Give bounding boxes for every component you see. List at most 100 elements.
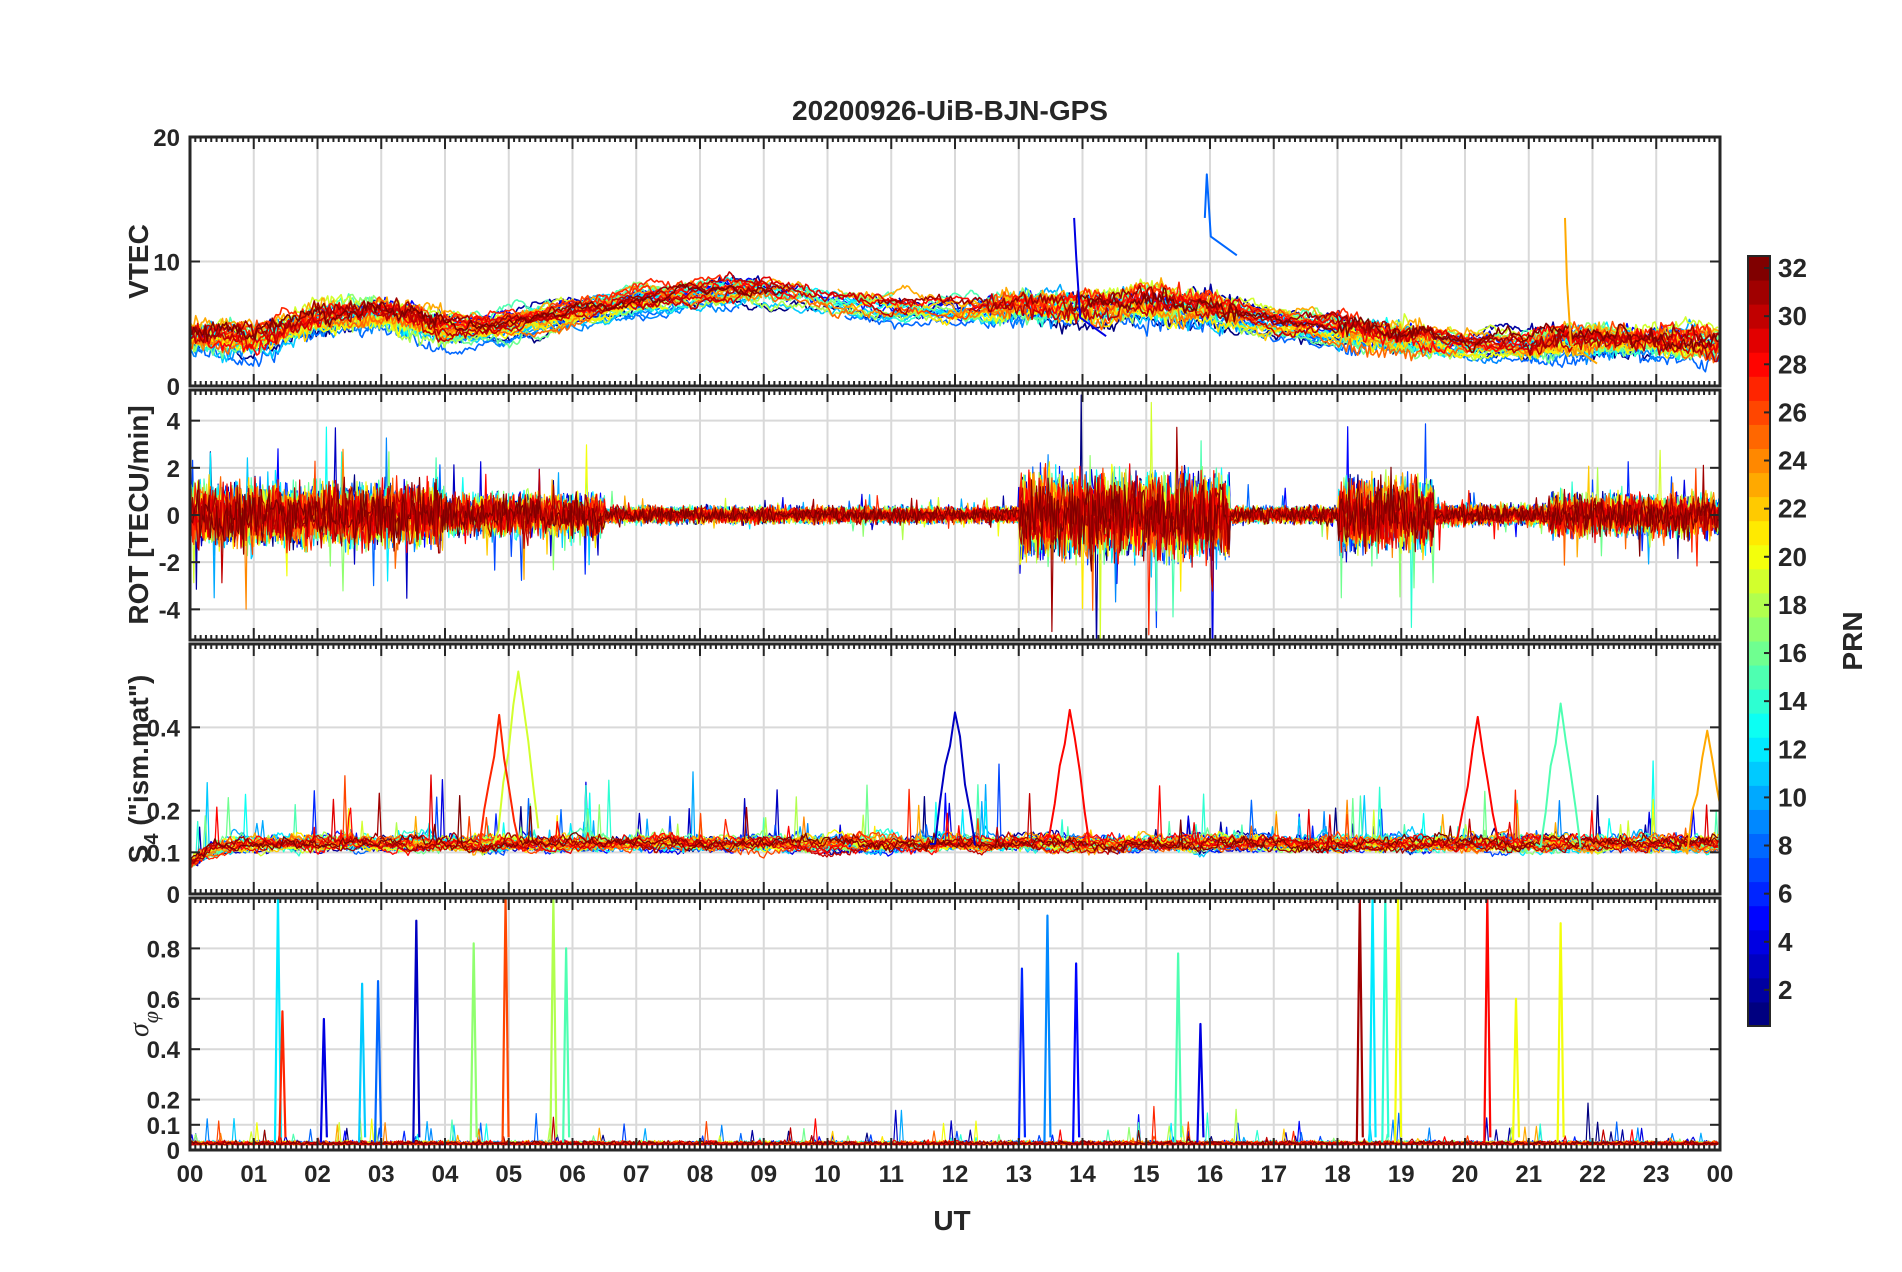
- y-tick-label: 0.4: [147, 715, 181, 742]
- colorbar-swatch-5: [1748, 905, 1770, 931]
- vtec-event-trace: [1203, 173, 1238, 257]
- colorbar-swatch-16: [1748, 641, 1770, 666]
- sigma-spike-prn-12: [1368, 898, 1377, 1143]
- panel-vtec: 0 10 20 VTEC: [123, 125, 1722, 401]
- colorbar-swatch-18: [1748, 592, 1770, 618]
- x-tick-label: 07: [623, 1161, 650, 1188]
- y-tick-label: 2: [167, 456, 180, 483]
- y-tick-label: 0.6: [147, 987, 180, 1014]
- colorbar-swatch-11: [1748, 761, 1770, 786]
- colorbar-swatch-28: [1748, 352, 1770, 377]
- colorbar-swatch-9: [1748, 809, 1770, 834]
- colorbar-swatch-20: [1748, 544, 1770, 570]
- colorbar-swatch-10: [1748, 785, 1770, 810]
- x-tick-label: 12: [942, 1161, 969, 1188]
- colorbar-swatch-15: [1748, 665, 1770, 690]
- colorbar-swatch-8: [1748, 833, 1770, 859]
- y-tick-label: 0.2: [147, 799, 180, 826]
- y-tick-label: 0: [167, 1138, 180, 1165]
- panel-s4: 00.10.20.4S4 ("ism.mat"): [123, 642, 1722, 909]
- x-tick-label: 05: [495, 1161, 522, 1188]
- vtec-event-trace: [1564, 217, 1598, 365]
- colorbar-swatch-26: [1748, 400, 1770, 425]
- colorbar-tick-label: 26: [1778, 397, 1807, 427]
- sigma-spike-prn-8: [373, 980, 383, 1143]
- x-tick-label: 14: [1069, 1161, 1096, 1188]
- colorbar-label: PRN: [1837, 611, 1868, 670]
- x-tick-label: 20: [1452, 1161, 1479, 1188]
- vtec-trace-prn-8: [190, 298, 740, 368]
- vtec-trace-prn-24: [381, 285, 763, 336]
- colorbar-swatch-24: [1748, 448, 1770, 474]
- y-tick-label: -2: [159, 550, 180, 577]
- x-tick-label: 13: [1005, 1161, 1032, 1188]
- s4-event-prn-19: [492, 670, 540, 845]
- colorbar-swatch-4: [1748, 929, 1770, 955]
- colorbar-tick-label: 32: [1778, 253, 1807, 283]
- chart-title: 20200926-UiB-BJN-GPS: [792, 95, 1108, 126]
- colorbar-swatch-21: [1748, 520, 1770, 546]
- y-tick-label: 0: [167, 374, 180, 401]
- x-tick-label: 09: [750, 1161, 777, 1188]
- colorbar-swatch-2: [1748, 977, 1770, 1003]
- x-tick-label: 23: [1643, 1161, 1670, 1188]
- sigma-spike-prn-20: [1511, 997, 1521, 1143]
- y-label-suffix: ("ism.mat"): [123, 675, 154, 834]
- vtec-trace-prn-31: [190, 281, 791, 344]
- x-axis-label: UT: [933, 1205, 970, 1236]
- colorbar-swatch-27: [1748, 376, 1770, 401]
- colorbar-tick-label: 18: [1778, 590, 1807, 620]
- sigma-spike-prn-11: [358, 982, 367, 1143]
- x-tick-label: 02: [304, 1161, 331, 1188]
- y-label-subscript: 4: [141, 833, 163, 845]
- y-tick-label: 0.1: [147, 1113, 180, 1140]
- colorbar-swatch-19: [1748, 568, 1770, 594]
- sigma-spike-prn-20: [1393, 898, 1403, 1143]
- vtec-event-trace: [1073, 217, 1107, 338]
- x-tick-label: 17: [1260, 1161, 1287, 1188]
- colorbar-swatch-3: [1748, 953, 1770, 979]
- vtec-trace-prn-30: [380, 283, 763, 339]
- colorbar-swatch-7: [1748, 857, 1770, 883]
- colorbar-swatch-13: [1748, 713, 1770, 738]
- x-tick-label: 21: [1515, 1161, 1542, 1188]
- y-tick-label: 0: [167, 882, 180, 909]
- panel-rot: -4 -2 0 2 4 ROT [TECU/min]: [123, 388, 1722, 642]
- sigma-spike-prn-31: [1355, 898, 1364, 1143]
- colorbar-swatch-22: [1748, 496, 1770, 522]
- sigma-spike-prn-6: [1017, 967, 1027, 1143]
- vtec-trace-prn-32: [1073, 287, 1719, 353]
- colorbar-swatch-17: [1748, 616, 1770, 642]
- y-tick-label: 0.4: [147, 1037, 181, 1064]
- sigma-spike-prn-5: [1072, 962, 1081, 1143]
- y-tick-label: 20: [153, 125, 180, 152]
- s4-event-prn-28: [1451, 715, 1499, 845]
- vtec-trace-prn-29: [190, 276, 916, 350]
- sigma-spike-prn-15: [1174, 952, 1183, 1143]
- colorbar-swatch-25: [1748, 424, 1770, 449]
- x-tick-label: 22: [1579, 1161, 1606, 1188]
- panel-sigma_phi: 00.10.2 0.4 0.6 0.8 σφ 00 01 02 03 04 05 06 07 08 09 10…: [124, 896, 1734, 1188]
- s4-trace-prn-30: [190, 793, 1719, 867]
- x-tick-label: 01: [240, 1161, 267, 1188]
- colorbar-swatch-12: [1748, 737, 1770, 762]
- x-tick-label: 00: [177, 1161, 204, 1188]
- x-tick-label: 15: [1133, 1161, 1160, 1188]
- sigma-spike-prn-4: [319, 1017, 328, 1143]
- sigma-spike-prn-3: [412, 919, 421, 1143]
- y-tick-label: 0.8: [147, 936, 180, 963]
- x-tick-label: 04: [432, 1161, 459, 1188]
- traces: [190, 394, 1720, 640]
- ticks: [189, 390, 1721, 640]
- x-tick-label: 08: [687, 1161, 714, 1188]
- x-tick-label: 00: [1707, 1161, 1734, 1188]
- sigma-spike-prn-12: [273, 898, 283, 1143]
- rot-trace-prn-32: [190, 466, 1720, 572]
- y-label-subscript: φ: [138, 1011, 163, 1023]
- traces: [190, 173, 1720, 373]
- s4-event-prn-27: [473, 713, 521, 849]
- sigma-spike-prn-4: [1196, 1022, 1205, 1143]
- s4-trace-prn-31: [190, 792, 1719, 865]
- colorbar-tick-label: 14: [1778, 686, 1807, 716]
